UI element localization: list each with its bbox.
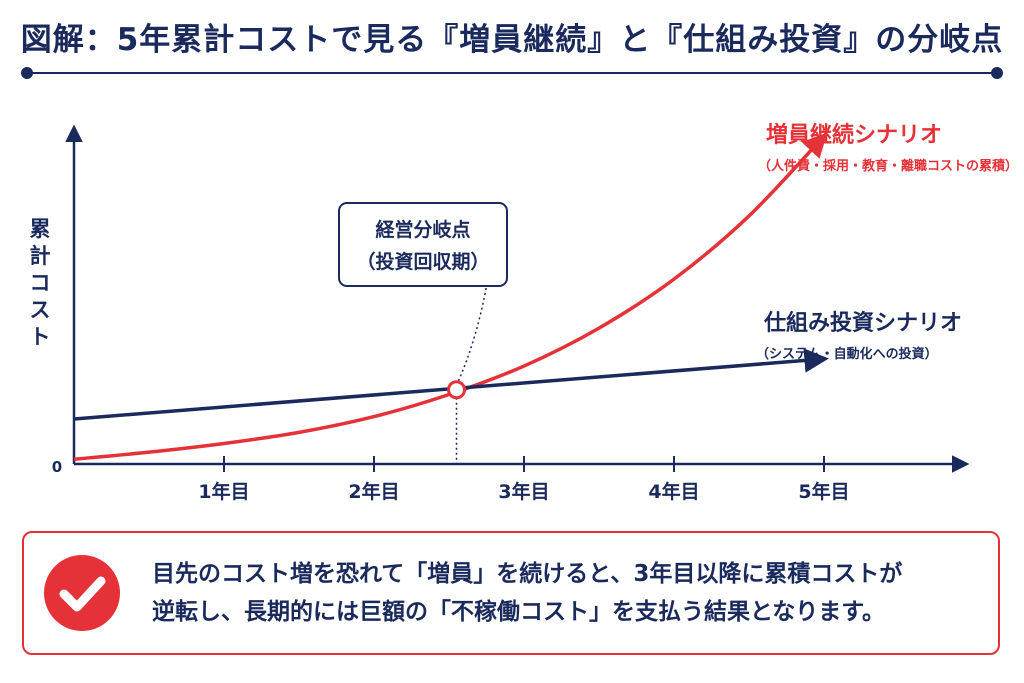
chart-axes: 0 累計コスト 1年目 2年目 3年目 4年目 5年目 [30,124,970,503]
breakeven-leader [457,285,488,382]
breakeven-label-1: 経営分岐点 [375,218,470,241]
origin-label: 0 [52,458,62,476]
x-tick-label: 1年目 [198,480,249,503]
y-axis-label: 累計コスト [30,217,51,349]
summary-callout: 目先のコスト増を恐れて「増員」を続けると、3年目以降に累積コストが 逆転し、長期… [22,531,1000,655]
x-tick-label: 5年目 [798,480,849,503]
callout-text: 目先のコスト増を恐れて「増員」を続けると、3年目以降に累積コストが 逆転し、長期… [152,555,982,631]
label-layer: 増員継続シナリオ （人件費・採用・教育・離職コストの累積） 仕組み投資シナリオ （シス… [756,122,1018,362]
cost-chart: 0 累計コスト 1年目 2年目 3年目 4年目 5年目 経営分岐点 （投資回収期） 増員継続シ… [30,122,1019,503]
x-tick-label: 3年目 [498,480,549,503]
x-tick-label: 4年目 [648,480,699,503]
x-tick-label: 2年目 [348,480,399,503]
series-layer [73,132,829,462]
series-subtitle-2: （システム・自動化への投資） [756,346,938,362]
breakeven-point [447,380,466,400]
breakeven-box [338,202,508,287]
callout-line-2: 逆転し、長期的には巨額の「不稼働コスト」を支払う結果となります。 [152,599,886,625]
breakeven-label-2: （投資回収期） [356,250,489,273]
page-title: 図解：5年累計コストで見る『増員継続』と『仕組み投資』の分岐点 [20,22,1004,58]
annotation-layer: 経営分岐点 （投資回収期） [338,202,508,464]
series-subtitle-1: （人件費・採用・教育・離職コストの累積） [758,158,1018,174]
series-name-1: 増員継続シナリオ [766,122,942,148]
callout-line-1: 目先のコスト増を恐れて「増員」を続けると、3年目以降に累積コストが [152,561,903,587]
title-divider [21,67,1003,79]
series-name-2: 仕組み投資シナリオ [763,310,962,336]
check-icon [44,555,120,631]
